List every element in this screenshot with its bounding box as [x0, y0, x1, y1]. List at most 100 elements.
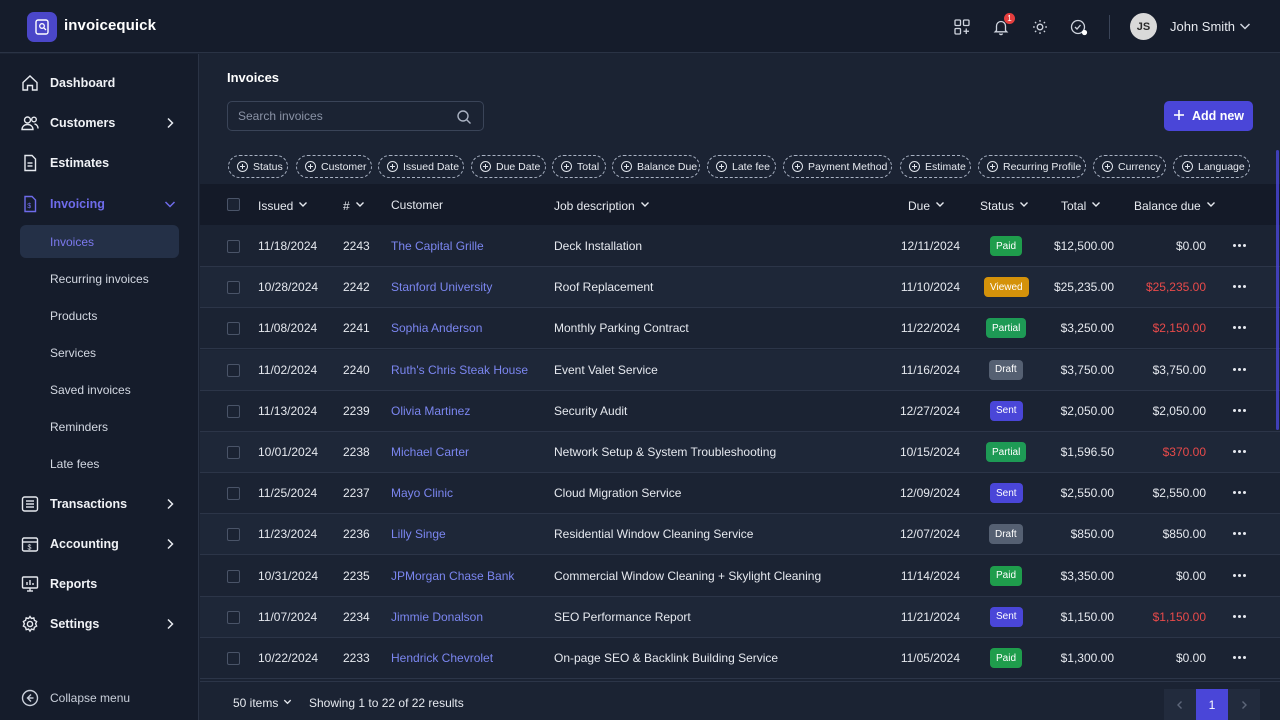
sidebar-subitem-late-fees[interactable]: Late fees — [20, 447, 179, 480]
row-checkbox[interactable] — [227, 281, 240, 295]
filter-chip-language[interactable]: Language — [1173, 155, 1250, 178]
status-icon[interactable] — [1068, 16, 1090, 38]
column-header-total[interactable]: Total — [1061, 198, 1102, 213]
sidebar-subitem-recurring-invoices[interactable]: Recurring invoices — [20, 262, 179, 295]
per-page-select[interactable]: 50 items — [233, 696, 293, 710]
filter-chip-issued-date[interactable]: Issued Date — [378, 155, 464, 178]
filter-chip-balance-due[interactable]: Balance Due — [612, 155, 700, 178]
filter-chip-customer[interactable]: Customer — [296, 155, 372, 178]
row-checkbox[interactable] — [227, 446, 240, 459]
sidebar-item-reports[interactable]: Reports — [0, 564, 199, 604]
row-checkbox[interactable] — [227, 528, 240, 542]
row-checkbox[interactable] — [227, 322, 240, 336]
table-row[interactable]: 11/18/2024 2243 The Capital Grille Deck Ins… — [200, 226, 1280, 267]
status-badge: Paid — [990, 648, 1023, 668]
avatar[interactable]: JS — [1130, 13, 1157, 40]
customer-link[interactable]: Sophia Anderson — [391, 321, 483, 336]
logo-icon[interactable] — [27, 12, 57, 42]
column-header-issued[interactable]: Issued — [258, 198, 309, 213]
bell-icon[interactable]: 1 — [990, 13, 1015, 38]
more-actions-icon[interactable] — [1233, 244, 1246, 247]
sidebar-item-accounting[interactable]: $ Accounting — [0, 524, 199, 564]
table-row[interactable]: 10/28/2024 2242 Stanford University Roof Re… — [200, 267, 1280, 309]
customer-link[interactable]: Stanford University — [391, 280, 493, 295]
customer-link[interactable]: JPMorgan Chase Bank — [391, 568, 515, 583]
filter-chip-estimate[interactable]: Estimate — [900, 155, 971, 178]
table-row[interactable]: 11/23/2024 2236 Lilly Singe Residential Win… — [200, 514, 1280, 556]
more-actions-icon[interactable] — [1233, 450, 1246, 453]
sidebar-subitem-saved-invoices[interactable]: Saved invoices — [20, 373, 179, 406]
search-input[interactable] — [228, 102, 453, 130]
more-actions-icon[interactable] — [1233, 285, 1246, 289]
column-header-due[interactable]: Due — [908, 198, 946, 213]
sidebar-subitem-invoices[interactable]: Invoices — [20, 225, 179, 258]
table-row[interactable]: 10/31/2024 2235 JPMorgan Chase Bank Commerc… — [200, 555, 1280, 597]
table-row[interactable]: 11/25/2024 2237 Mayo Clinic Cloud Migration… — [200, 473, 1280, 515]
table-row[interactable]: 11/08/2024 2241 Sophia Anderson Monthly Par… — [200, 308, 1280, 350]
sidebar-item-settings[interactable]: Settings — [0, 604, 199, 644]
sidebar-item-label: Accounting — [50, 537, 119, 551]
page-button-current[interactable]: 1 — [1196, 689, 1228, 720]
chevron-down-icon[interactable] — [1237, 18, 1253, 39]
row-checkbox[interactable] — [227, 487, 240, 501]
table-row[interactable]: 11/07/2024 2234 Jimmie Donalson SEO Perform… — [200, 596, 1280, 638]
sidebar-subitem-services[interactable]: Services — [20, 336, 179, 369]
customer-link[interactable]: Michael Carter — [391, 445, 470, 459]
table-row[interactable]: 11/02/2024 2240 Ruth's Chris Steak House Ev… — [200, 349, 1280, 391]
sidebar-item-dashboard[interactable]: Dashboard — [0, 63, 199, 103]
more-actions-icon[interactable] — [1233, 614, 1246, 618]
row-checkbox[interactable] — [227, 652, 240, 665]
sidebar-item-transactions[interactable]: Transactions — [0, 484, 199, 524]
customer-link[interactable]: Olivia Martinez — [391, 403, 471, 418]
customer-link[interactable]: Hendrick Chevrolet — [391, 651, 494, 665]
table-row[interactable]: 11/13/2024 2239 Olivia Martinez Security Au… — [200, 390, 1280, 432]
more-actions-icon[interactable] — [1233, 532, 1246, 536]
row-checkbox[interactable] — [227, 610, 240, 624]
filter-chip-payment-method[interactable]: Payment Method — [783, 155, 892, 178]
add-new-button[interactable]: Add new — [1164, 101, 1253, 131]
column-header-job-description[interactable]: Job description — [554, 198, 651, 213]
table-row[interactable]: 10/01/2024 2238 Michael Carter Network Setu… — [200, 432, 1280, 473]
sidebar-subitem-products[interactable]: Products — [20, 299, 179, 332]
customer-link[interactable]: Jimmie Donalson — [391, 609, 484, 624]
customer-link[interactable]: Lilly Singe — [391, 527, 446, 542]
sun-icon[interactable] — [1029, 16, 1051, 38]
row-checkbox[interactable] — [227, 569, 240, 583]
row-checkbox[interactable] — [227, 363, 240, 377]
sidebar-item-customers[interactable]: Customers — [0, 103, 199, 143]
column-header-status[interactable]: Status — [980, 198, 1030, 213]
apps-icon[interactable] — [951, 16, 973, 38]
collapse-menu-button[interactable]: Collapse menu — [20, 688, 130, 713]
column-header-customer[interactable]: Customer — [391, 198, 443, 212]
sidebar-item-invoicing[interactable]: $ Invoicing — [0, 184, 199, 224]
column-label: # — [343, 198, 350, 213]
more-actions-icon[interactable] — [1233, 491, 1246, 495]
prev-page-button[interactable] — [1164, 689, 1196, 720]
customer-link[interactable]: Ruth's Chris Steak House — [391, 362, 529, 377]
row-checkbox[interactable] — [227, 240, 240, 253]
customer-link[interactable]: The Capital Grille — [391, 239, 484, 253]
filter-chip-recurring-profile[interactable]: Recurring Profile — [978, 155, 1086, 178]
sidebar-item-estimates[interactable]: Estimates — [0, 143, 199, 183]
filter-chip-due-date[interactable]: Due Date — [471, 155, 546, 178]
search-icon[interactable] — [456, 109, 472, 130]
filter-chip-total[interactable]: Total — [552, 155, 606, 178]
more-actions-icon[interactable] — [1233, 326, 1246, 330]
column-header-number[interactable]: # — [343, 198, 366, 213]
filter-chip-status[interactable]: Status — [228, 155, 288, 178]
more-actions-icon[interactable] — [1233, 408, 1246, 412]
customer-link[interactable]: Mayo Clinic — [391, 486, 454, 501]
user-name[interactable]: John Smith — [1170, 19, 1236, 34]
scrollbar[interactable] — [1276, 150, 1279, 430]
column-header-balance-due[interactable]: Balance due — [1134, 198, 1217, 213]
select-all-checkbox[interactable] — [227, 198, 240, 211]
more-actions-icon[interactable] — [1233, 656, 1246, 659]
filter-chip-currency[interactable]: Currency — [1093, 155, 1166, 178]
sidebar-subitem-reminders[interactable]: Reminders — [20, 410, 179, 443]
filter-chip-late-fee[interactable]: Late fee — [707, 155, 776, 178]
more-actions-icon[interactable] — [1233, 367, 1246, 371]
next-page-button[interactable] — [1228, 689, 1260, 720]
more-actions-icon[interactable] — [1233, 573, 1246, 577]
row-checkbox[interactable] — [227, 404, 240, 418]
table-row[interactable]: 10/22/2024 2233 Hendrick Chevrolet On-page … — [200, 638, 1280, 679]
